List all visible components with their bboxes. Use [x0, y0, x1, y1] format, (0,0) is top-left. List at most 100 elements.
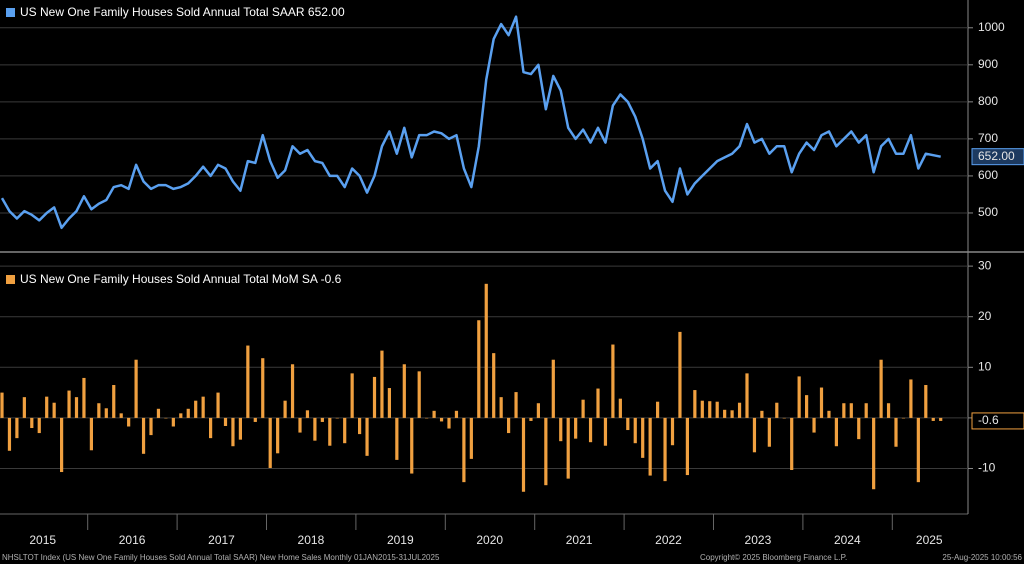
bar [857, 417, 861, 440]
bar [358, 417, 362, 435]
bar [715, 401, 719, 418]
bar [194, 400, 198, 418]
bar [626, 417, 630, 431]
bar [507, 417, 511, 434]
bar [425, 417, 429, 419]
bar [7, 417, 12, 451]
bar [708, 401, 712, 418]
bar [745, 373, 749, 418]
bar [566, 417, 570, 479]
bar [641, 417, 645, 458]
bar [499, 397, 503, 418]
bar [246, 345, 250, 418]
bar [119, 413, 123, 418]
bar [596, 388, 600, 418]
line [0, 15, 941, 230]
bar [22, 397, 26, 418]
y-tick-label: 900 [978, 57, 998, 71]
x-tick-label: 2021 [566, 533, 593, 547]
bar [700, 400, 704, 418]
bar [410, 417, 414, 474]
bar [819, 387, 824, 418]
bar [89, 417, 93, 451]
bar [104, 408, 108, 418]
bar [156, 408, 161, 418]
legend-swatch [6, 275, 15, 284]
y-tick-label: 500 [978, 205, 998, 219]
bar [827, 410, 831, 418]
y-tick-label: 600 [978, 168, 998, 182]
bar [141, 417, 146, 454]
bar [60, 417, 64, 473]
bar [127, 417, 131, 427]
bar [0, 392, 4, 418]
bar [760, 410, 764, 418]
bar [186, 408, 190, 418]
bar [276, 417, 280, 454]
bar [790, 417, 794, 471]
bar [924, 385, 928, 418]
x-tick-label: 2022 [655, 533, 682, 547]
bar [462, 417, 466, 483]
bar [901, 417, 906, 419]
value-tag-label: 652.00 [978, 149, 1015, 163]
bar [313, 417, 317, 441]
bar [439, 417, 444, 422]
bar [492, 353, 496, 418]
bar [45, 396, 49, 418]
x-tick-label: 2020 [476, 533, 503, 547]
bar [633, 417, 637, 444]
bar [469, 417, 473, 459]
bar [447, 417, 451, 429]
legend-label: US New One Family Houses Sold Annual Tot… [20, 272, 342, 286]
bar [812, 417, 816, 433]
bar [775, 402, 779, 418]
value-tag-label: -0.6 [978, 413, 999, 427]
bar [97, 403, 101, 418]
bar [723, 409, 727, 418]
value-tag [971, 412, 1024, 430]
bar [685, 417, 689, 476]
bar [238, 417, 242, 440]
bar [268, 417, 272, 468]
bar [849, 403, 853, 418]
bar [30, 417, 34, 429]
bar [872, 417, 876, 490]
bar [529, 417, 533, 421]
bar [574, 417, 578, 439]
bar [253, 417, 257, 422]
bar [365, 417, 369, 456]
bar [350, 373, 354, 418]
y-tick-label: 30 [978, 258, 992, 272]
x-tick-label: 2017 [208, 533, 235, 547]
bar [879, 359, 883, 418]
bar [179, 413, 183, 418]
bar [648, 417, 652, 476]
bar [931, 417, 935, 421]
x-tick-label: 2018 [298, 533, 325, 547]
bar [670, 417, 675, 446]
bar [37, 417, 41, 434]
bar [894, 417, 898, 447]
bar [454, 410, 459, 418]
x-tick-label: 2019 [387, 533, 414, 547]
bar [805, 395, 809, 418]
legend-name: US New One Family Houses Sold Annual Tot… [20, 272, 318, 286]
bar [52, 402, 56, 418]
bar [834, 417, 838, 447]
bar [372, 376, 377, 418]
bar [514, 392, 518, 418]
bar [939, 417, 943, 421]
bar [693, 390, 697, 418]
bar [767, 417, 771, 447]
x-tick-label: 2024 [834, 533, 861, 547]
x-tick-label: 2025 [916, 533, 943, 547]
bar [283, 400, 287, 418]
bar [752, 417, 757, 453]
bar [290, 364, 295, 418]
bar [588, 417, 593, 443]
bar [298, 417, 302, 433]
bar [730, 410, 734, 418]
